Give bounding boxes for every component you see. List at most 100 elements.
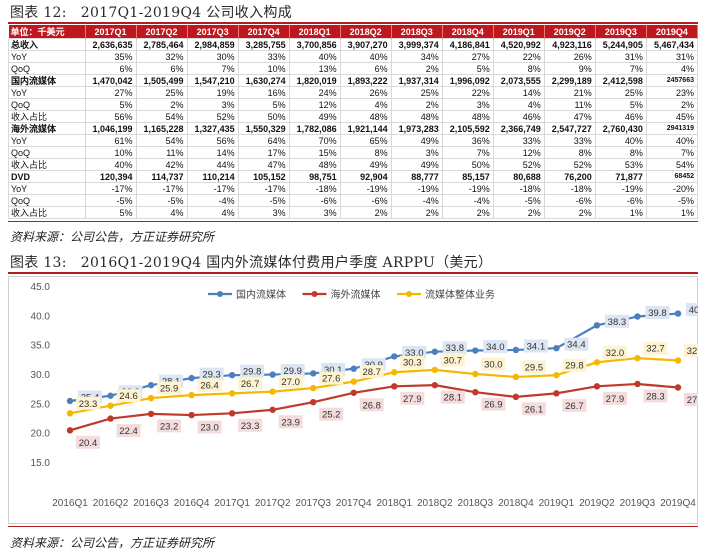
table-cell: 30% <box>186 50 239 63</box>
data-label-background <box>319 407 344 421</box>
table-cell: -19% <box>441 182 494 195</box>
table-cell: 16% <box>237 86 290 99</box>
table-cell: 5% <box>237 98 290 111</box>
table-row: 收入占比 5% 4% 4% 3% 3% 2% 2% 2% 2% 2% 1% 1% <box>8 206 699 219</box>
row-label: YoY <box>8 134 86 147</box>
table-cell: 64% <box>237 134 290 147</box>
data-point <box>310 398 317 406</box>
data-label: 29.3 <box>202 370 221 381</box>
row-label: 海外流媒体 <box>8 122 86 135</box>
table-row: QoQ 10% 11% 14% 17% 15% 8% 3% 7% 12% 8% 8% 7% <box>8 146 699 159</box>
table-cell: 26% <box>339 86 392 99</box>
data-label-background <box>562 358 587 372</box>
data-point <box>593 359 601 366</box>
table-cell: 19% <box>186 86 239 99</box>
table-cell: -17% <box>84 182 137 195</box>
table-cell: 36% <box>441 134 494 147</box>
table-header-row: 单位：千美元 2017Q1 2017Q2 2017Q3 2017Q4 2018Q1 2018… <box>8 25 699 39</box>
data-point <box>147 394 155 402</box>
table-cell: 2,366,749 <box>492 122 545 135</box>
data-label: 23.0 <box>200 423 219 434</box>
table-cell: 114,737 <box>135 170 188 183</box>
table-cell: 71,877 <box>594 170 647 183</box>
data-label-background <box>197 420 222 434</box>
data-label-background <box>442 341 467 355</box>
data-label-background <box>199 367 224 381</box>
y-tick-label: 25.0 <box>31 399 51 410</box>
table-cell: 2,636,635 <box>84 38 137 51</box>
data-label: 23.2 <box>160 421 179 432</box>
table-cell: 5% <box>84 206 137 219</box>
table-row: 总收入 2,636,635 2,785,464 2,984,859 3,285,755 3… <box>8 38 699 51</box>
data-point <box>634 354 641 362</box>
data-label-background <box>521 402 546 416</box>
data-point <box>593 383 601 390</box>
table-cell: -5% <box>135 194 188 207</box>
table-cell: 1% <box>645 206 699 219</box>
table-cell: 5,244,905 <box>594 38 647 51</box>
data-label-background <box>604 314 629 328</box>
row-label: 国内流媒体 <box>8 74 86 87</box>
table-cell: 4% <box>339 98 392 111</box>
data-label: 30.1 <box>324 365 343 376</box>
row-label: YoY <box>8 86 86 99</box>
x-tick-label: 2019Q1 <box>539 498 575 509</box>
table-cell: 3% <box>237 206 290 219</box>
table-row: DVD 120,394 114,737 110,214 105,152 98,751 92,… <box>8 170 699 183</box>
table-cell: 1,505,499 <box>135 74 188 87</box>
table-row: YoY 35% 32% 30% 33% 40% 40% 34% 27% 22% 26% 31% 31% <box>8 50 699 63</box>
table-cell: 5% <box>441 62 494 75</box>
x-tick-label: 2017Q2 <box>255 498 291 509</box>
table-cell: 92,904 <box>339 170 392 183</box>
data-point <box>391 369 398 376</box>
table-cell: -5% <box>237 194 290 207</box>
data-point <box>512 346 520 354</box>
table-cell: 56% <box>186 134 239 147</box>
table-cell: 1,893,222 <box>339 74 392 87</box>
row-label: 收入占比 <box>8 158 86 171</box>
data-label-background <box>280 364 305 378</box>
data-label-background <box>76 396 100 410</box>
table-cell: 88,777 <box>390 170 443 183</box>
data-point <box>431 348 438 355</box>
data-point <box>634 380 641 388</box>
data-label-background <box>602 391 627 405</box>
table-cell: 105,152 <box>237 170 290 183</box>
row-label: QoQ <box>8 194 86 207</box>
table-header-quarter: 2017Q3 <box>187 25 239 39</box>
data-label-background <box>645 306 670 320</box>
table-cell: 7% <box>186 62 239 75</box>
table-cell: 33% <box>237 50 290 63</box>
data-label-background <box>481 357 506 371</box>
table-cell: 47% <box>237 158 290 171</box>
table-cell: 22% <box>492 50 545 63</box>
table-cell: 5,467,434 <box>645 38 699 51</box>
row-label: QoQ <box>8 62 86 75</box>
data-label-background <box>359 398 384 412</box>
data-label-background <box>278 375 303 389</box>
table-cell: 24% <box>288 86 341 99</box>
x-tick-label: 2016Q2 <box>93 498 129 509</box>
table-cell: 52% <box>543 158 596 171</box>
data-label: 26.7 <box>241 379 260 390</box>
data-point <box>431 366 438 374</box>
x-tick-label: 2018Q1 <box>376 498 412 509</box>
figure-13-rule <box>8 272 698 274</box>
figure-13-source: 资料来源：公司公告，方正证券研究所 <box>10 536 215 550</box>
data-label-background <box>400 355 425 369</box>
table-cell: 31% <box>645 50 699 63</box>
table-cell: 40% <box>84 158 137 171</box>
table-cell: -19% <box>339 182 392 195</box>
data-label: 29.9 <box>283 366 302 377</box>
table-cell: 22% <box>441 86 494 99</box>
table-cell: 1% <box>594 206 647 219</box>
row-label: YoY <box>8 50 86 63</box>
data-point <box>188 374 195 382</box>
table-cell: 4% <box>492 98 545 111</box>
table-cell: 4% <box>135 206 188 219</box>
y-tick-label: 35.0 <box>31 341 51 352</box>
table-cell: 27% <box>441 50 494 63</box>
table-cell: -6% <box>543 194 596 207</box>
table-cell: 7% <box>645 146 699 159</box>
figure-13-number: 图表 13: <box>10 255 67 271</box>
